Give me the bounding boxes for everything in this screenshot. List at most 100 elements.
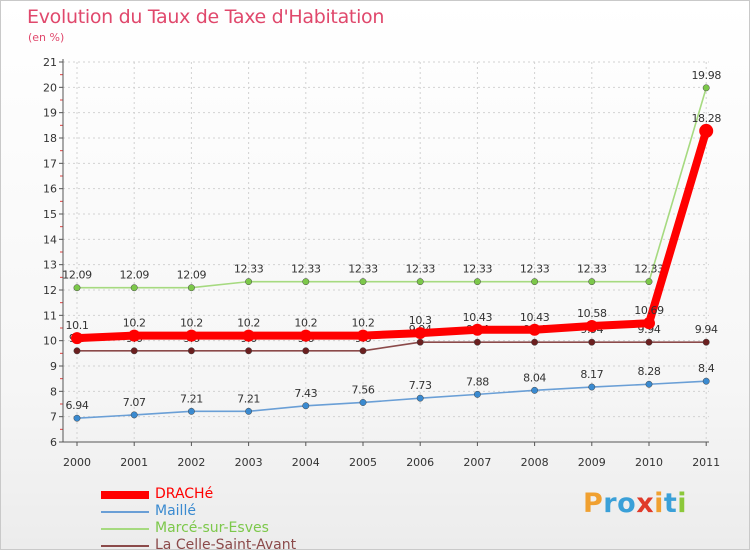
data-point <box>702 377 710 385</box>
x-tick-label: 2007 <box>463 456 491 469</box>
data-label: 12.33 <box>463 263 493 276</box>
data-point <box>699 123 714 138</box>
data-point <box>187 407 195 415</box>
series-line <box>73 126 711 343</box>
y-tick-label: 10 <box>43 335 57 348</box>
data-label: 6.94 <box>66 399 89 412</box>
data-point <box>643 317 655 330</box>
data-label: 10.58 <box>577 307 607 320</box>
data-point <box>73 347 81 355</box>
data-point <box>531 338 539 346</box>
data-point <box>528 323 541 336</box>
data-point <box>357 329 369 342</box>
y-tick-label: 9 <box>50 360 57 373</box>
logo-letter: o <box>617 488 637 519</box>
data-label: 7.56 <box>352 383 375 396</box>
y-tick-label: 16 <box>43 183 57 196</box>
data-point <box>645 278 653 286</box>
y-tick-label: 6 <box>50 436 57 449</box>
legend-label: Marcé-sur-Esves <box>155 520 269 536</box>
y-tick-label: 20 <box>43 81 57 94</box>
series-line <box>76 87 708 289</box>
data-point <box>416 278 424 286</box>
data-label: 12.09 <box>119 269 149 282</box>
data-point <box>645 338 653 346</box>
data-label: 12.33 <box>520 263 550 276</box>
data-point <box>185 329 198 342</box>
legend-label: DRACHé <box>155 486 214 502</box>
legend-label: La Celle-Saint-Avant <box>155 537 297 550</box>
y-tick-label: 13 <box>43 259 57 272</box>
data-point <box>471 323 484 336</box>
data-label: 7.07 <box>123 396 146 409</box>
y-tick-label: 18 <box>43 132 57 145</box>
data-label: 10.2 <box>237 317 260 330</box>
x-tick-label: 2001 <box>120 456 148 469</box>
data-label: 8.4 <box>698 362 715 375</box>
data-point <box>531 386 539 394</box>
data-label: 10.2 <box>294 317 317 330</box>
series-line <box>76 341 708 352</box>
data-label: 10.69 <box>634 304 664 317</box>
data-label: 12.09 <box>177 269 207 282</box>
x-tick-label: 2006 <box>406 456 434 469</box>
chart-title: Evolution du Taux de Taxe d'Habitation <box>27 6 385 28</box>
data-point <box>359 399 367 406</box>
legend-swatch <box>101 544 149 547</box>
y-tick-label: 21 <box>43 56 57 69</box>
proxiti-logo: Proxiti <box>583 488 687 519</box>
data-label: 10.2 <box>352 317 375 330</box>
series-marce-sur-esves: 12.09 12.09 12.09 12.33 12.33 12.33 12.33 12.33… <box>62 69 722 292</box>
data-point <box>130 347 138 355</box>
logo-letter: x <box>636 488 655 519</box>
data-point <box>130 284 138 292</box>
data-point <box>187 284 195 292</box>
data-point <box>473 278 481 286</box>
y-tick-label: 12 <box>43 284 57 297</box>
logo-letter: P <box>583 488 604 519</box>
data-point <box>73 284 81 292</box>
x-tick-label: 2005 <box>349 456 377 469</box>
data-point <box>588 383 596 391</box>
data-label: 8.04 <box>523 371 546 384</box>
logo-letter: i <box>654 488 664 519</box>
x-tick-label: 2002 <box>177 456 205 469</box>
data-point <box>702 84 710 92</box>
data-point <box>588 338 596 346</box>
data-point <box>299 329 312 342</box>
data-point <box>71 332 83 345</box>
data-point <box>414 327 427 340</box>
data-point <box>645 380 653 388</box>
data-label: 7.88 <box>466 375 489 388</box>
data-label: 7.73 <box>409 379 432 392</box>
data-label: 10.43 <box>520 311 550 324</box>
data-label: 10.3 <box>409 314 432 327</box>
data-point <box>242 329 255 342</box>
data-label: 18.28 <box>691 112 721 125</box>
data-point <box>588 278 596 286</box>
data-point <box>302 278 310 286</box>
data-point <box>531 278 539 286</box>
legend-label: Maillé <box>155 503 196 519</box>
x-tick-label: 2004 <box>292 456 320 469</box>
data-point <box>130 411 138 419</box>
data-point <box>585 319 598 332</box>
data-label: 7.21 <box>180 392 203 405</box>
series-line <box>76 380 708 419</box>
y-tick-label: 14 <box>43 233 57 246</box>
y-tick-label: 15 <box>43 208 57 221</box>
data-label: 10.2 <box>180 317 203 330</box>
x-tick-label: 2009 <box>578 456 606 469</box>
x-tick-label: 2003 <box>235 456 263 469</box>
data-label: 8.17 <box>580 368 603 381</box>
series-maille: 6.94 7.07 7.21 7.21 7.43 7.56 7.73 7.88 8.04 8.17… <box>66 362 715 422</box>
x-tick-label: 2008 <box>521 456 549 469</box>
data-point <box>128 329 141 342</box>
x-tick-label: 2000 <box>63 456 91 469</box>
data-point <box>473 390 481 398</box>
data-label: 12.33 <box>291 263 321 276</box>
data-label: 12.33 <box>634 263 664 276</box>
data-point <box>359 278 367 286</box>
